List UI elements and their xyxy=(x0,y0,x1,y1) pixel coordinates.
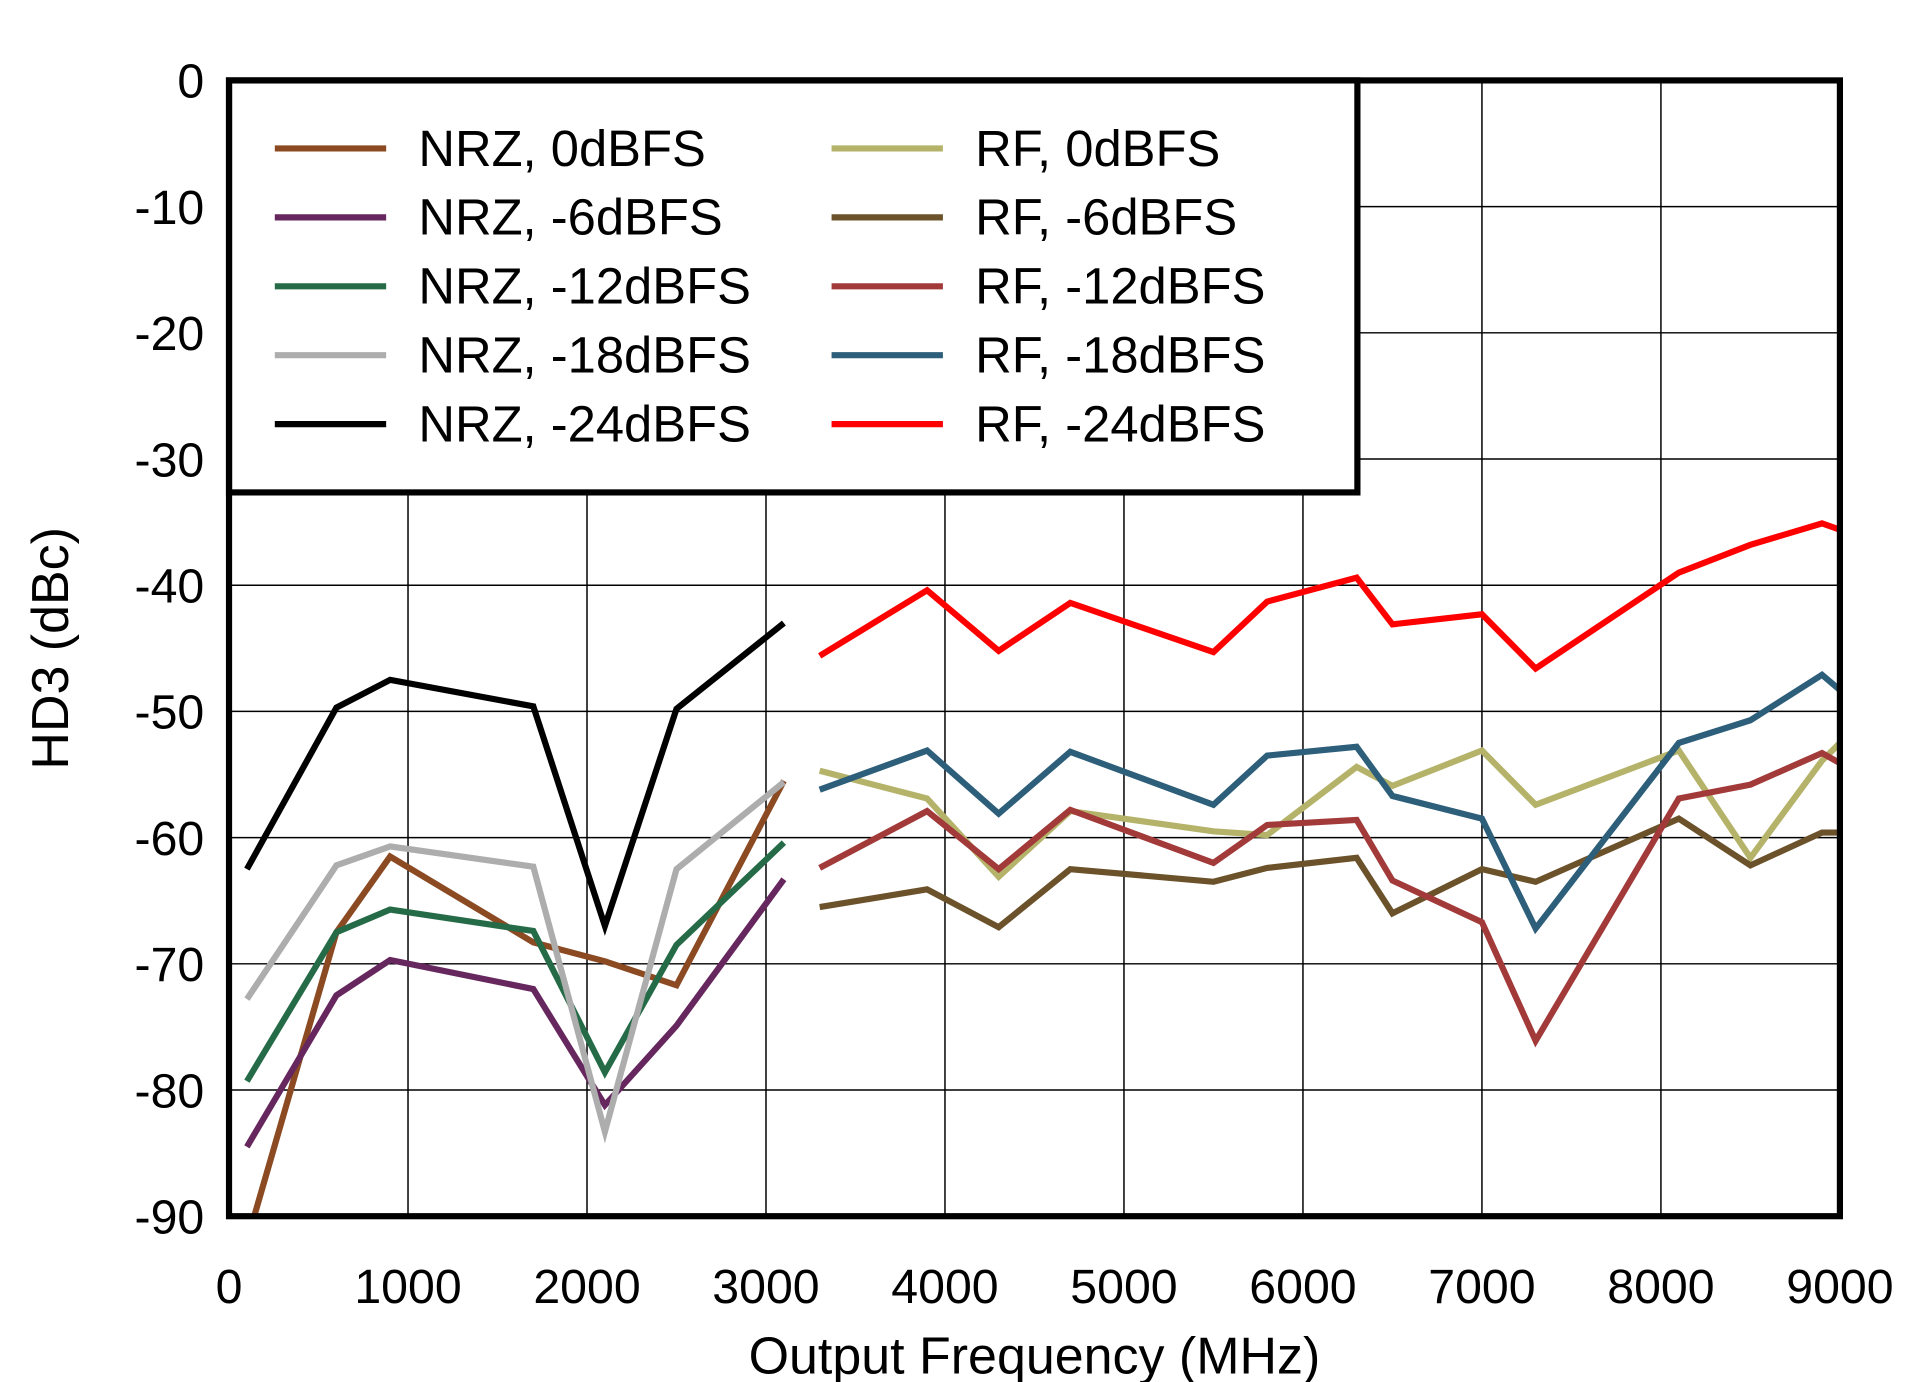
y-tick-label: -80 xyxy=(135,1064,205,1118)
series-line-3 xyxy=(244,779,786,1144)
x-tick-label: 1000 xyxy=(354,1260,461,1314)
series-line-7 xyxy=(818,749,1840,1048)
y-tick-label: -10 xyxy=(135,181,205,235)
tick-labels: 0 1000 2000 3000 4000 5000 6000 7000 8000 9000 0 -1… xyxy=(135,55,1894,1314)
y-tick-label: -90 xyxy=(135,1191,205,1245)
x-tick-label: 2000 xyxy=(533,1260,640,1314)
y-tick-label: 0 xyxy=(177,55,204,109)
series-line-6 xyxy=(819,815,1840,931)
series-line-2 xyxy=(244,840,787,1083)
y-tick-label: -40 xyxy=(135,560,205,614)
legend-label: NRZ, 0dBFS xyxy=(418,120,705,177)
x-tick-label: 6000 xyxy=(1249,1260,1356,1314)
plot-frame xyxy=(225,77,1844,1220)
x-tick-label: 8000 xyxy=(1607,1260,1714,1314)
y-tick-label: -20 xyxy=(135,307,205,361)
y-axis-label: HD3 (dBc) xyxy=(22,527,80,770)
x-tick-label: 7000 xyxy=(1428,1260,1535,1314)
y-tick-label: -70 xyxy=(135,938,205,992)
legend-label: NRZ, -6dBFS xyxy=(418,189,722,246)
series-line-5 xyxy=(818,740,1840,882)
series-line-4 xyxy=(244,620,786,936)
series-line-1 xyxy=(244,877,787,1149)
legend-label: NRZ, -18dBFS xyxy=(418,327,751,384)
x-tick-label: 5000 xyxy=(1070,1260,1177,1314)
legend: NRZ, 0dBFS NRZ, -6dBFS NRZ, -12dBFS NRZ, -1… xyxy=(225,77,1361,496)
y-tick-label: -60 xyxy=(135,812,205,866)
series-lines xyxy=(244,520,1840,1217)
legend-label: NRZ, -12dBFS xyxy=(418,258,751,315)
legend-label: RF, 0dBFS xyxy=(975,120,1220,177)
x-axis-label: Output Frequency (MHz) xyxy=(749,1327,1321,1382)
x-tick-label: 0 xyxy=(216,1260,243,1314)
legend-label: NRZ, -24dBFS xyxy=(418,395,751,452)
y-tick-label: -30 xyxy=(135,433,205,487)
legend-label: RF, -6dBFS xyxy=(975,189,1237,246)
x-tick-label: 3000 xyxy=(712,1260,819,1314)
legend-label: RF, -12dBFS xyxy=(975,258,1265,315)
legend-label: RF, -18dBFS xyxy=(975,327,1265,384)
legend-label: RF, -24dBFS xyxy=(975,395,1265,452)
series-line-8 xyxy=(818,670,1840,935)
y-tick-label: -50 xyxy=(135,686,205,740)
x-tick-label: 4000 xyxy=(891,1260,998,1314)
series-line-9 xyxy=(818,520,1840,673)
x-tick-label: 9000 xyxy=(1786,1260,1893,1314)
